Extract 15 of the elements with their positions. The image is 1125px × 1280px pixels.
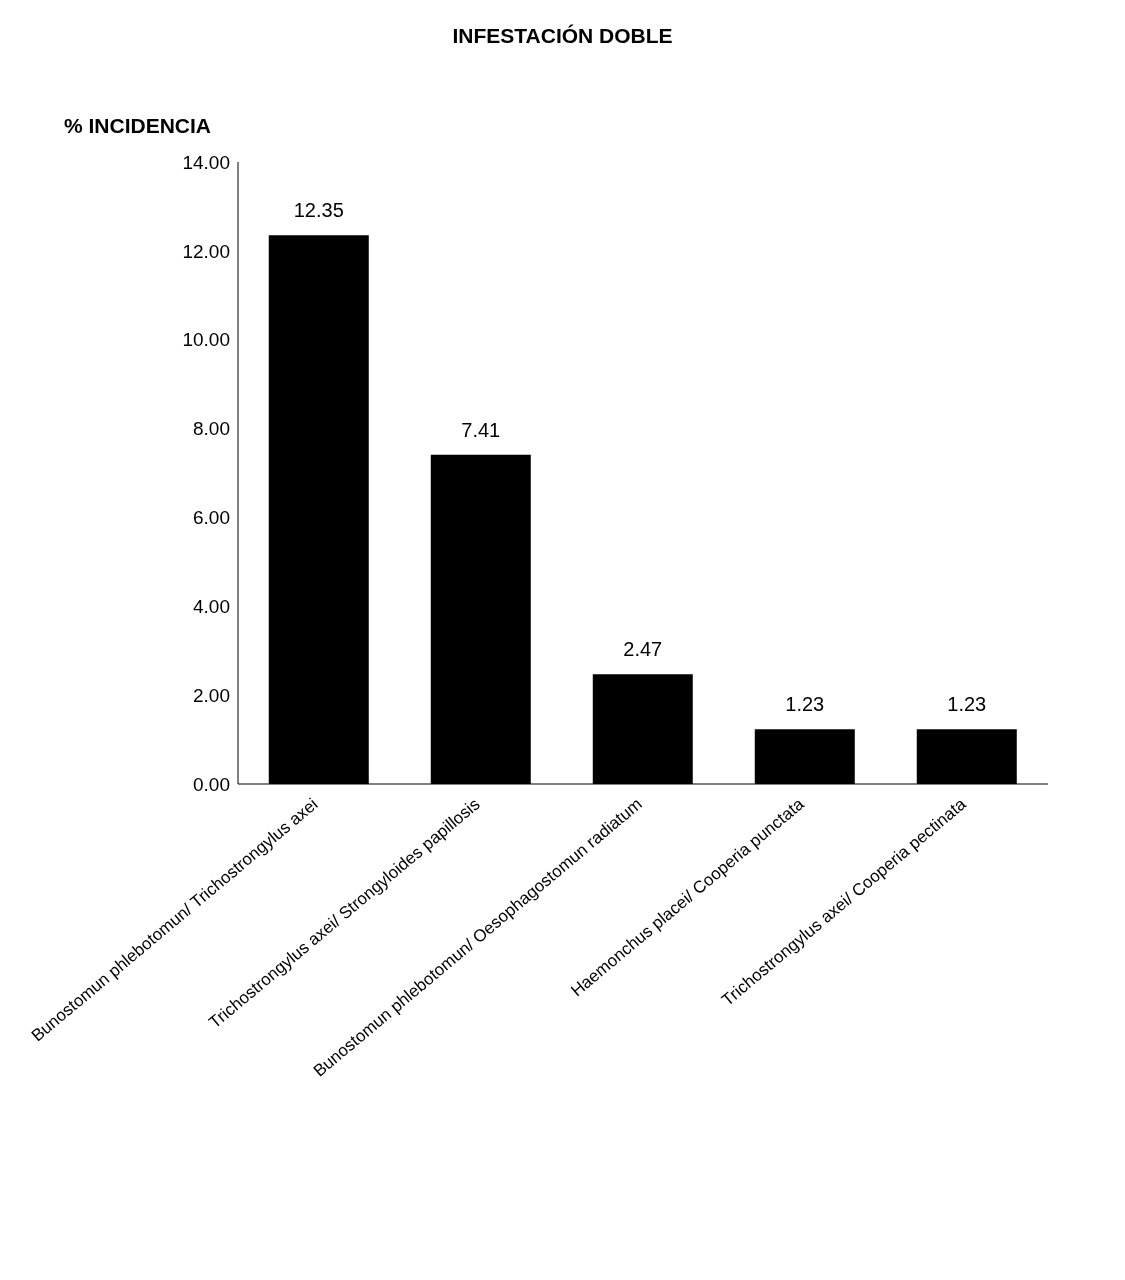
- y-tick-label: 14.00: [182, 151, 230, 173]
- y-axis-title: % INCIDENCIA: [63, 114, 212, 139]
- data-label: 1.23: [785, 693, 825, 716]
- y-tick-label: 0.00: [193, 773, 230, 795]
- data-label: 7.41: [461, 418, 501, 441]
- y-tick-label: 10.00: [182, 329, 230, 351]
- data-label: 12.35: [293, 199, 344, 222]
- y-tick-label: 8.00: [193, 418, 230, 440]
- data-label: 2.47: [623, 638, 663, 661]
- y-tick-label: 6.00: [193, 507, 230, 529]
- y-tick-label: 12.00: [182, 240, 230, 262]
- y-tick-label: 4.00: [193, 596, 230, 618]
- data-label: 1.23: [947, 693, 987, 716]
- y-tick-label: 2.00: [193, 684, 230, 706]
- chart-title: INFESTACIÓN DOBLE: [451, 23, 674, 49]
